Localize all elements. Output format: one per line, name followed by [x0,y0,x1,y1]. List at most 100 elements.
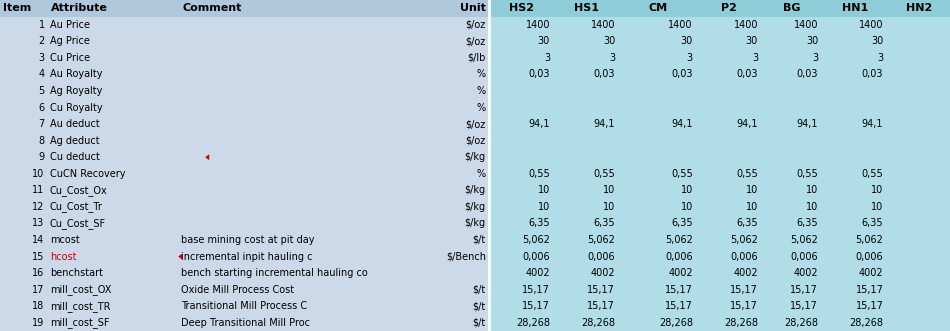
Polygon shape [179,254,182,260]
Text: %: % [477,169,485,179]
Text: 5,062: 5,062 [790,235,818,245]
Text: $/oz: $/oz [466,20,485,30]
Text: mill_cost_OX: mill_cost_OX [49,284,111,295]
Text: 4002: 4002 [591,268,616,278]
Text: 0,03: 0,03 [672,70,693,79]
Text: HN1: HN1 [842,3,868,13]
Text: HS2: HS2 [509,3,534,13]
Text: 28,268: 28,268 [784,318,818,328]
Text: 10: 10 [746,202,758,212]
Text: Cu_Cost_Tr: Cu_Cost_Tr [49,202,103,212]
Text: 1400: 1400 [669,20,693,30]
Text: 0,006: 0,006 [522,252,550,261]
Text: 4002: 4002 [793,268,818,278]
Text: 10: 10 [806,202,818,212]
Text: 1400: 1400 [591,20,616,30]
Text: 4002: 4002 [859,268,884,278]
Text: 15,17: 15,17 [790,301,818,311]
Text: 11: 11 [32,185,45,195]
Text: Cu deduct: Cu deduct [49,152,100,162]
Text: 10: 10 [806,185,818,195]
Text: $/t: $/t [472,235,485,245]
Text: Transitional Mill Process C: Transitional Mill Process C [181,301,308,311]
Text: 15,17: 15,17 [855,285,884,295]
Text: 12: 12 [32,202,45,212]
Text: $/kg: $/kg [465,202,485,212]
Text: 6,35: 6,35 [672,218,693,228]
Text: hcost: hcost [49,252,76,261]
Text: %: % [477,103,485,113]
Text: CM: CM [649,3,668,13]
Text: Unit: Unit [460,3,485,13]
Text: Cu Royalty: Cu Royalty [49,103,103,113]
Text: 15,17: 15,17 [587,285,616,295]
Text: 94,1: 94,1 [528,119,550,129]
Text: 13: 13 [32,218,45,228]
Text: 0,03: 0,03 [736,70,758,79]
Text: 28,268: 28,268 [581,318,616,328]
Text: 2: 2 [38,36,45,46]
Text: 17: 17 [32,285,45,295]
Polygon shape [205,154,209,160]
Text: $/t: $/t [472,318,485,328]
Text: %: % [477,86,485,96]
Text: 6,35: 6,35 [862,218,884,228]
Bar [489,0,950,17]
Text: 15: 15 [32,252,45,261]
Text: Ag Royalty: Ag Royalty [49,86,102,96]
Text: $/t: $/t [472,285,485,295]
Text: 10: 10 [871,202,884,212]
Text: 0,03: 0,03 [528,70,550,79]
Text: 0,006: 0,006 [790,252,818,261]
Text: 0,03: 0,03 [797,70,818,79]
Text: 28,268: 28,268 [849,318,884,328]
Text: 15,17: 15,17 [731,301,758,311]
Text: CuCN Recovery: CuCN Recovery [49,169,125,179]
Text: 9: 9 [39,152,45,162]
Text: 6,35: 6,35 [736,218,758,228]
Text: 15,17: 15,17 [855,301,884,311]
Text: Attribute: Attribute [50,3,107,13]
Text: Comment: Comment [182,3,241,13]
Text: 3: 3 [543,53,550,63]
Text: 4002: 4002 [668,268,693,278]
Text: 5,062: 5,062 [731,235,758,245]
Text: $/oz: $/oz [466,136,485,146]
Text: bench starting incremental hauling co: bench starting incremental hauling co [181,268,368,278]
Text: 15,17: 15,17 [665,285,693,295]
Bar [0,0,489,17]
Text: $/kg: $/kg [465,152,485,162]
Text: benchstart: benchstart [49,268,103,278]
Text: 15,17: 15,17 [790,285,818,295]
Text: 0,55: 0,55 [528,169,550,179]
Text: 6,35: 6,35 [796,218,818,228]
Text: 30: 30 [538,36,550,46]
Text: 5: 5 [38,86,45,96]
Text: HS1: HS1 [574,3,599,13]
Text: $/oz: $/oz [466,119,485,129]
Text: 1400: 1400 [859,20,884,30]
Text: 15,17: 15,17 [731,285,758,295]
Text: 0,55: 0,55 [671,169,693,179]
Text: $/Bench: $/Bench [446,252,485,261]
Text: P2: P2 [721,3,737,13]
Text: 30: 30 [680,36,693,46]
Text: $/kg: $/kg [465,185,485,195]
Text: $/t: $/t [472,301,485,311]
Text: 10: 10 [603,185,616,195]
Text: 19: 19 [32,318,45,328]
Text: 94,1: 94,1 [862,119,884,129]
Text: 0,006: 0,006 [587,252,616,261]
Text: 0,006: 0,006 [665,252,693,261]
Text: 30: 30 [746,36,758,46]
Text: 1400: 1400 [525,20,550,30]
Text: 0,03: 0,03 [594,70,616,79]
Text: mill_cost_TR: mill_cost_TR [49,301,110,311]
Bar [489,0,950,331]
Text: 28,268: 28,268 [516,318,550,328]
Text: 4002: 4002 [525,268,550,278]
Text: Ag deduct: Ag deduct [49,136,99,146]
Text: 94,1: 94,1 [736,119,758,129]
Text: Deep Transitional Mill Proc: Deep Transitional Mill Proc [181,318,311,328]
Text: 5,062: 5,062 [587,235,616,245]
